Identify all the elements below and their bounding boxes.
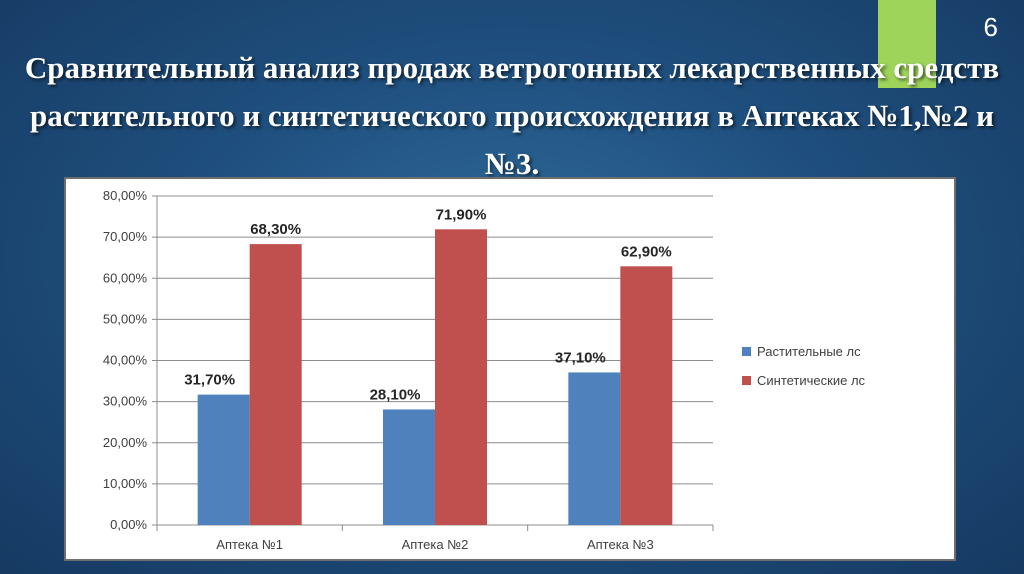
y-tick-label: 10,00% [103,476,148,491]
data-label: 68,30% [250,221,301,238]
y-tick-label: 70,00% [103,229,148,244]
legend-label: Растительные лс [757,344,861,359]
legend-swatch [742,347,751,356]
x-tick-label: Аптека №2 [402,537,469,552]
bar-plant [383,409,435,525]
y-tick-label: 80,00% [103,188,148,203]
bar-chart: 0,00% 10,00% 20,00% 30,00% 40,00% 50,00% 60,00… [103,188,866,552]
bar-synthetic [620,266,673,525]
accent-bar [878,0,936,88]
legend-label: Синтетические лс [757,373,866,388]
data-label: 31,70% [184,372,235,389]
legend-swatch [742,376,751,385]
y-tick-label: 0,00% [110,517,147,532]
x-tick-label: Аптека №3 [587,537,654,552]
bar-synthetic [249,244,302,525]
data-label: 71,90% [436,206,487,223]
slide-title: Сравнительный анализ продаж ветрогонных … [24,50,1000,181]
chart-panel: 0,00% 10,00% 20,00% 30,00% 40,00% 50,00% 60,00… [64,177,956,561]
slide-number: 6 [983,12,998,42]
y-tick-label: 60,00% [103,270,148,285]
x-tick-label: Аптека №1 [216,537,283,552]
data-label: 37,10% [555,349,606,366]
bar-plant [197,394,250,525]
y-tick-label: 30,00% [103,394,148,409]
data-label: 28,10% [370,386,421,403]
bar-plant [568,372,621,525]
y-tick-label: 50,00% [103,311,148,326]
y-tick-label: 40,00% [103,353,148,368]
bar-synthetic [435,229,487,525]
y-tick-label: 20,00% [103,435,148,450]
data-label: 62,90% [621,243,672,260]
